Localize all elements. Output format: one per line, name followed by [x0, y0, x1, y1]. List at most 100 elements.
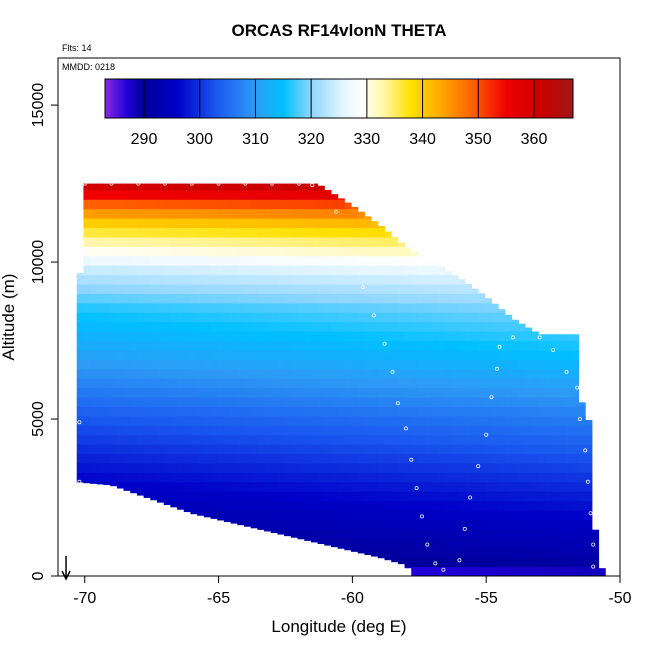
theta-cell: [250, 491, 258, 502]
theta-cell: [471, 510, 479, 520]
theta-cell: [330, 500, 339, 511]
theta-cell: [371, 221, 379, 229]
theta-cell: [431, 462, 439, 473]
theta-cell: [504, 500, 513, 511]
theta-cell: [257, 293, 265, 304]
theta-cell: [223, 199, 232, 210]
theta-cell: [371, 453, 379, 464]
theta-cell: [157, 453, 165, 464]
theta-cell: [197, 312, 205, 323]
theta-cell: [545, 434, 553, 445]
theta-cell: [217, 246, 225, 257]
theta-cell: [103, 425, 111, 436]
theta-cell: [304, 397, 312, 407]
theta-cell: [230, 425, 238, 436]
theta-cell: [565, 349, 573, 360]
theta-cell: [484, 368, 493, 379]
theta-cell: [96, 387, 104, 398]
theta-cell: [364, 265, 372, 276]
theta-cell: [344, 202, 352, 210]
theta-cell: [424, 566, 432, 577]
theta-cell: [324, 444, 332, 455]
theta-cell: [264, 227, 272, 238]
theta-cell: [364, 321, 372, 332]
theta-cell: [170, 284, 178, 294]
theta-cell: [538, 444, 546, 455]
theta-cell: [110, 208, 118, 219]
theta-cell: [290, 218, 299, 229]
theta-cell: [525, 340, 533, 351]
theta-cell: [391, 237, 399, 247]
theta-cell: [110, 425, 118, 436]
theta-cell: [585, 425, 593, 436]
theta-cell: [525, 472, 533, 483]
theta-cell: [270, 284, 278, 294]
theta-cell: [203, 340, 212, 351]
theta-cell: [250, 218, 258, 229]
theta-cell: [130, 265, 138, 276]
theta-cell: [351, 434, 359, 445]
theta-cell: [103, 434, 111, 445]
theta-cell: [143, 265, 151, 276]
chart-title: ORCAS RF14vlonN THETA: [231, 21, 446, 40]
theta-cell: [103, 331, 111, 342]
theta-cell: [143, 331, 151, 342]
theta-cell: [504, 557, 513, 568]
theta-cell: [157, 274, 165, 285]
theta-cell: [183, 349, 191, 360]
theta-cell: [250, 510, 258, 520]
theta-cell: [518, 557, 526, 568]
theta-cell: [230, 293, 238, 304]
theta-cell: [371, 340, 379, 351]
theta-cell: [270, 255, 278, 266]
theta-cell: [364, 331, 372, 342]
theta-cell: [110, 274, 118, 285]
theta-cell: [565, 415, 573, 426]
theta-cell: [438, 340, 446, 351]
theta-cell: [116, 293, 125, 304]
theta-cell: [290, 189, 299, 200]
theta-cell: [150, 462, 158, 473]
theta-cell: [504, 538, 513, 549]
theta-cell: [183, 406, 191, 417]
theta-cell: [357, 246, 365, 257]
theta-cell: [444, 566, 452, 577]
theta-cell: [264, 208, 272, 219]
theta-cell: [163, 236, 171, 247]
track-point: [577, 416, 582, 421]
theta-cell: [464, 368, 472, 379]
track-point: [403, 426, 408, 431]
track-point: [136, 181, 141, 186]
theta-cell: [264, 340, 272, 351]
theta-cell: [116, 284, 125, 294]
theta-cell: [103, 378, 111, 389]
theta-cell: [585, 547, 593, 558]
theta-cell: [244, 387, 252, 398]
colorbar-tick-label: 340: [409, 131, 436, 148]
theta-cell: [270, 406, 278, 417]
theta-cell: [558, 453, 566, 464]
theta-cell: [264, 189, 272, 200]
theta-cell: [511, 319, 519, 323]
theta-cell: [337, 198, 345, 200]
theta-cell: [357, 472, 365, 483]
theta-cell: [250, 227, 258, 238]
theta-cell: [110, 284, 118, 294]
theta-cell: [136, 208, 145, 219]
theta-cell: [391, 462, 399, 473]
theta-cell: [76, 378, 84, 389]
theta-cell: [317, 538, 325, 545]
theta-cell: [538, 349, 546, 360]
theta-cell: [210, 274, 218, 285]
theta-cell: [96, 189, 104, 200]
theta-cell: [324, 462, 332, 473]
theta-cell: [565, 566, 573, 577]
theta-cell: [136, 302, 145, 313]
theta-cell: [391, 557, 399, 563]
theta-cell: [177, 312, 185, 323]
theta-cell: [551, 500, 559, 511]
theta-cell: [357, 274, 365, 285]
theta-cell: [277, 528, 285, 535]
theta-cell: [371, 236, 379, 247]
theta-cell: [157, 183, 165, 191]
